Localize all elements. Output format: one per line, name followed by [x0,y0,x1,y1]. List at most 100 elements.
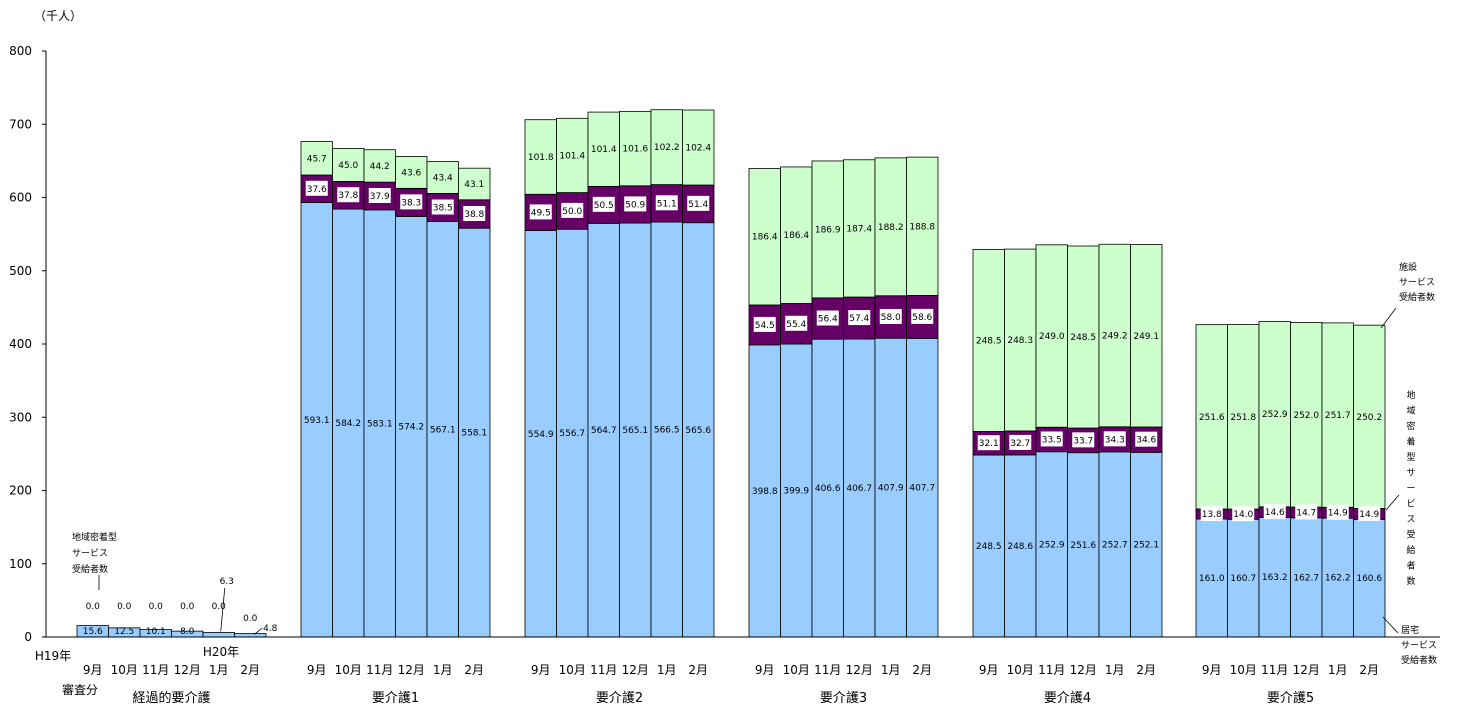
label-home: 252.7 [1102,540,1128,550]
bar-facility [843,159,876,298]
label-home: 565.1 [622,426,648,436]
label-community: 55.4 [786,320,806,330]
label-community: 58.0 [881,313,901,323]
label-community-box [463,205,486,221]
label-community: 38.3 [401,198,421,208]
label-home: 162.7 [1293,573,1319,583]
x-month-label: 1月 [1328,663,1348,677]
label-facility: 251.7 [1325,411,1351,421]
label-community-box [911,308,934,324]
label-facility: 101.6 [622,145,648,155]
label-home: 565.6 [685,426,711,436]
bar-home [426,221,459,638]
x-month-label: 12月 [174,663,201,677]
label-facility: 250.2 [1356,413,1382,423]
y-unit-label: （千人） [34,9,82,23]
annot-community-right-char: 地 [1406,389,1415,401]
bar-facility [300,141,333,176]
x-month-label: 11月 [590,663,617,677]
bar-home [556,228,589,638]
annot-facility-right: 施設 [1399,261,1417,273]
label-community-box [1040,431,1063,447]
label-community-box [529,204,552,220]
label-community-box [624,196,647,212]
label-home: 406.6 [815,484,841,494]
bar-facility [682,109,715,186]
label-home: 4.8 [263,624,278,634]
annot-community-right-char: 受 [1406,529,1415,541]
label-home: 252.1 [1133,541,1159,551]
bar-home [1098,451,1131,638]
bar-home [1035,451,1068,638]
x-month-label: 2月 [1136,663,1156,677]
bar-facility [395,156,428,189]
bar-facility [972,249,1005,432]
bar-home [1195,518,1228,638]
x-month-label: 9月 [1202,663,1222,677]
x-month-label: 1月 [209,663,229,677]
annot-community-left: サービス [72,548,108,559]
label-facility: 251.8 [1230,413,1256,423]
annot-facility-right: サービス [1399,277,1435,288]
label-community: 37.8 [338,191,358,201]
label-community-box [1009,434,1032,450]
label-home: 407.7 [909,484,935,494]
annot-community-left: 受給者数 [72,563,108,575]
annot-home-right: 受給者数 [1401,654,1437,666]
x-month-label: 9月 [307,663,327,677]
label-community-box [1295,504,1318,520]
x-group-label: 経過的要介護 [132,690,210,706]
label-facility: 249.2 [1102,332,1128,342]
x-month-label: 11月 [366,663,393,677]
label-community: 14.7 [1296,508,1316,518]
bar-facility [1130,244,1163,428]
label-community: 49.5 [531,208,551,218]
label-community: 38.8 [464,210,484,220]
label-facility: 248.5 [1070,333,1096,343]
label-home: 558.1 [461,429,487,439]
annot-facility-leader [1380,307,1397,329]
label-home: 251.6 [1070,541,1096,551]
label-facility: 249.0 [1039,332,1065,342]
x-month-label: 10月 [1230,663,1257,677]
bar-facility [1004,248,1037,432]
x-group-label: 要介護3 [820,690,867,706]
annot-community-right-char: 型 [1406,452,1415,463]
label-facility: 43.4 [433,174,453,184]
annot-community-right-char: 数 [1406,575,1415,587]
annot-h19-sub: 審査分 [62,682,98,697]
y-tick-label: 700 [9,117,32,131]
annot-community-right-char: 着 [1406,436,1415,448]
annot-home-leader [1382,616,1399,634]
label-home: 567.1 [430,425,456,435]
x-month-label: 1月 [1105,663,1125,677]
bar-home [1258,517,1291,638]
x-group-label: 要介護5 [1267,690,1314,706]
annot-community-right-char: ー [1406,484,1415,494]
label-home: 406.7 [846,484,872,494]
label-community: 14.6 [1265,508,1285,518]
bar-facility [1227,324,1260,510]
y-tick-label: 500 [9,264,32,278]
bar-home [395,215,428,638]
label-home: 564.7 [591,426,617,436]
label-community-box [305,180,328,196]
x-month-label: 10月 [335,663,362,677]
leader-line [253,627,263,635]
label-home: 163.2 [1262,573,1288,583]
label-home: 15.6 [83,627,103,637]
bar-facility [556,117,589,193]
x-group-label: 要介護1 [372,690,419,706]
label-home: 8.0 [180,627,195,637]
label-home: 252.9 [1039,540,1065,550]
x-month-label: 1月 [881,663,901,677]
label-facility: 188.2 [878,223,904,233]
bar-facility [426,161,459,194]
label-community: 38.5 [433,203,453,213]
label-community: 37.6 [307,185,327,195]
bar-home [811,338,844,638]
label-community-box [1263,504,1286,520]
label-home: 556.7 [559,429,585,439]
label-community-box [561,202,584,218]
bar-home [458,227,491,638]
